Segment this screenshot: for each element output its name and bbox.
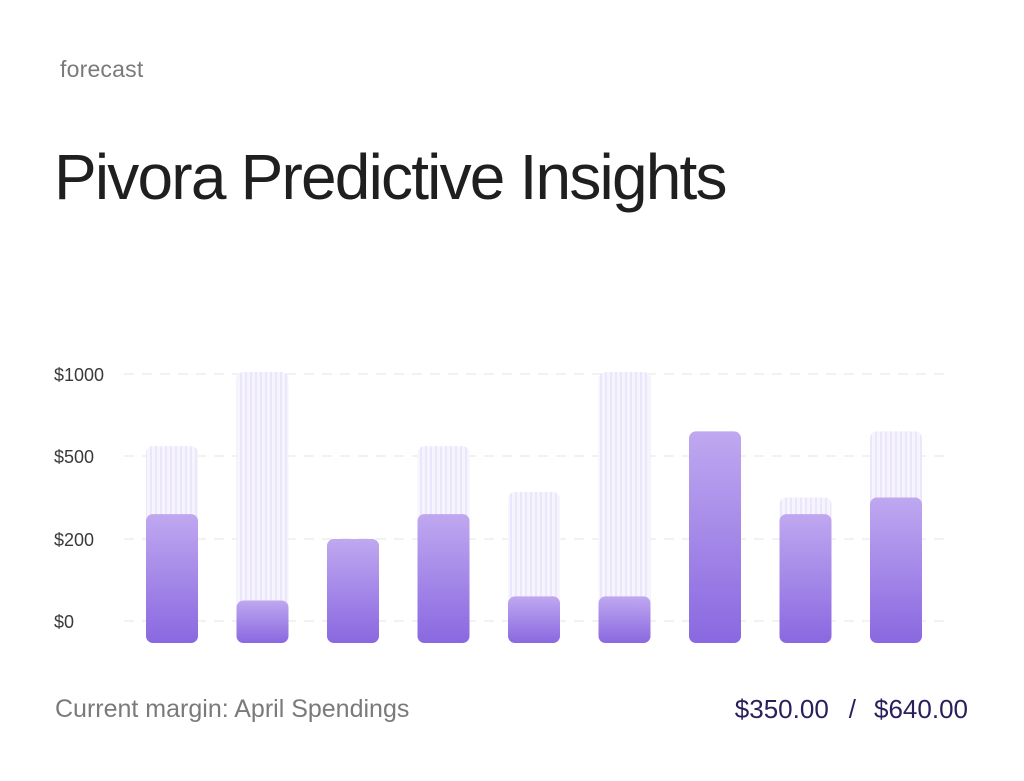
actual-bar	[508, 596, 560, 643]
actual-bar	[870, 497, 922, 643]
forecast-bar	[236, 372, 289, 643]
footer-label: Current margin: April Spendings	[55, 695, 410, 723]
page-title: Pivora Predictive Insights	[54, 141, 728, 213]
actual-bar	[689, 431, 741, 643]
actual-bar	[236, 600, 289, 643]
actual-bar	[779, 514, 832, 643]
y-tick-label: $500	[54, 447, 94, 467]
y-tick-label: $200	[54, 530, 94, 550]
footer-values: $350.00 / $640.00	[735, 694, 968, 725]
current-amount: $350.00	[734, 694, 829, 724]
actual-bar	[146, 514, 198, 643]
actual-bar	[598, 596, 651, 643]
eyebrow-label: forecast	[60, 56, 144, 82]
actual-bar	[417, 514, 470, 643]
y-tick-label: $1000	[54, 365, 104, 385]
forecast-bar	[598, 372, 651, 643]
total-amount: $640.00	[874, 694, 968, 724]
actual-bar	[327, 539, 379, 643]
y-tick-label: $0	[54, 612, 74, 632]
amount-separator: /	[848, 694, 857, 724]
